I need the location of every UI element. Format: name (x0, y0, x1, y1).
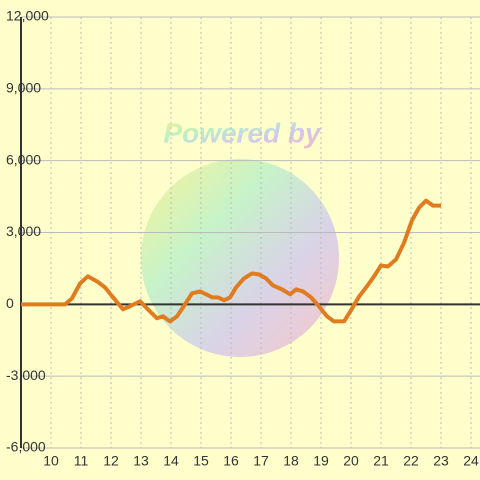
x-tick-label: 12 (103, 453, 119, 469)
y-tick-label: -3,000 (6, 367, 46, 383)
x-tick-label: 19 (313, 453, 329, 469)
x-tick-label: 23 (433, 453, 449, 469)
y-tick-label: 9,000 (6, 80, 41, 96)
y-tick-label: 6,000 (6, 151, 41, 167)
x-tick-label: 20 (343, 453, 359, 469)
x-tick-label: 10 (43, 453, 59, 469)
y-tick-label: 0 (6, 295, 14, 311)
x-tick-label: 11 (74, 453, 89, 469)
data-line (21, 198, 441, 324)
y-tick-label: 3,000 (6, 223, 41, 239)
x-tick-label: 21 (373, 453, 389, 469)
y-tick-label: -6,000 (6, 439, 46, 455)
x-tick-label: 15 (193, 453, 209, 469)
x-tick-label: 14 (163, 453, 179, 469)
x-tick-label: 22 (403, 453, 419, 469)
x-tick-label: 13 (133, 453, 149, 469)
x-tick-label: 18 (283, 453, 299, 469)
x-tick-label: 16 (223, 453, 239, 469)
y-tick-label: 12,000 (6, 8, 49, 24)
watermark-logo (141, 159, 339, 357)
watermark-text: Powered by (163, 117, 322, 148)
x-tick-label: 17 (253, 453, 269, 469)
x-tick-label: 24 (463, 453, 479, 469)
